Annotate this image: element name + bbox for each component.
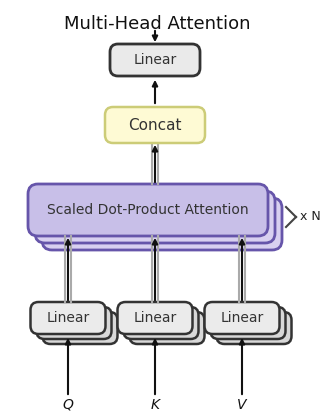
FancyBboxPatch shape xyxy=(105,107,205,143)
FancyBboxPatch shape xyxy=(130,312,204,344)
FancyBboxPatch shape xyxy=(118,302,192,334)
FancyBboxPatch shape xyxy=(204,302,280,334)
Text: Multi-Head Attention: Multi-Head Attention xyxy=(64,15,250,33)
FancyBboxPatch shape xyxy=(210,307,286,339)
Text: Linear: Linear xyxy=(133,311,177,325)
FancyBboxPatch shape xyxy=(36,307,112,339)
FancyBboxPatch shape xyxy=(42,198,282,250)
Text: K: K xyxy=(150,398,160,412)
FancyBboxPatch shape xyxy=(35,191,275,243)
Text: Q: Q xyxy=(62,398,73,412)
Text: V: V xyxy=(237,398,247,412)
FancyBboxPatch shape xyxy=(124,307,198,339)
FancyBboxPatch shape xyxy=(28,184,268,236)
Text: Scaled Dot-Product Attention: Scaled Dot-Product Attention xyxy=(47,203,249,217)
FancyBboxPatch shape xyxy=(110,44,200,76)
FancyBboxPatch shape xyxy=(216,312,292,344)
FancyBboxPatch shape xyxy=(30,302,106,334)
Text: x N: x N xyxy=(300,211,321,224)
Text: Linear: Linear xyxy=(220,311,264,325)
Text: Linear: Linear xyxy=(46,311,90,325)
Text: Linear: Linear xyxy=(133,53,177,67)
FancyBboxPatch shape xyxy=(42,312,118,344)
Text: Concat: Concat xyxy=(128,117,182,133)
